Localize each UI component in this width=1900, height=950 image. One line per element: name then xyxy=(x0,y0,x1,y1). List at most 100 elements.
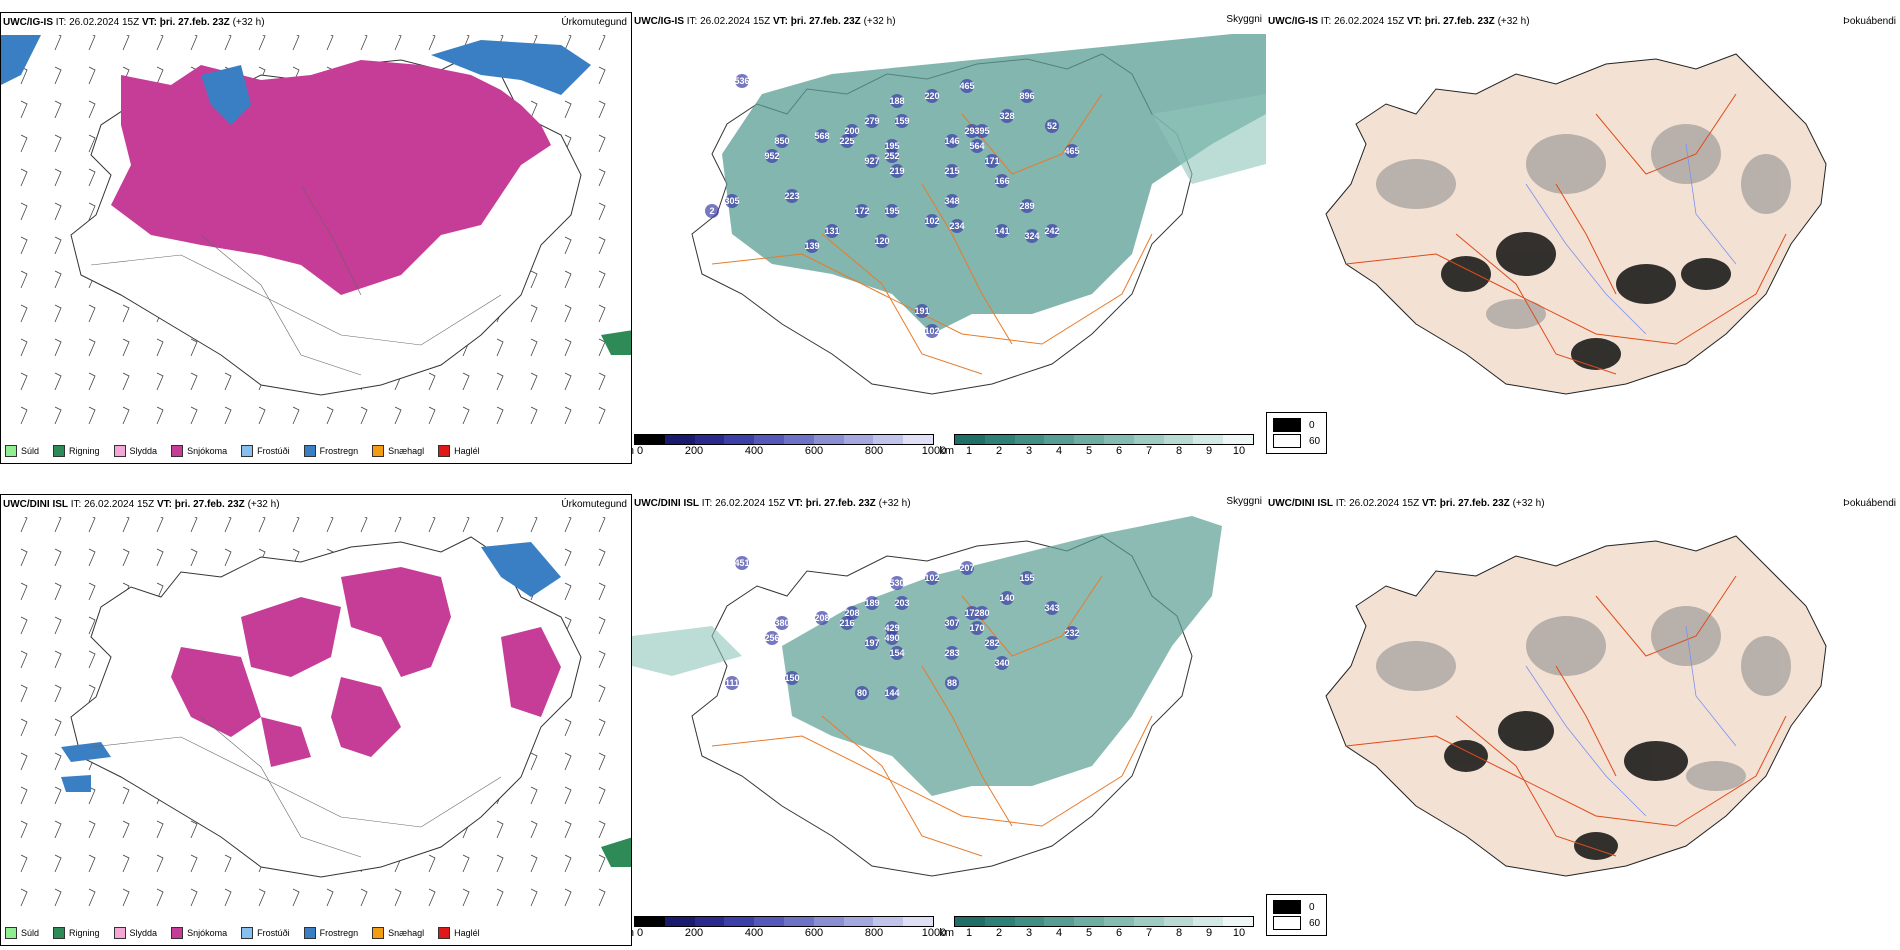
wind-barb xyxy=(190,820,198,839)
cloud-base-cell xyxy=(1045,224,1059,238)
cloud-base-cell xyxy=(995,174,1009,188)
wind-barb xyxy=(20,888,28,907)
cloud-base-cell xyxy=(945,616,959,630)
cloud-base-cell xyxy=(885,204,899,218)
cloud-base-cell xyxy=(965,124,979,138)
cloud-base-cell xyxy=(965,606,979,620)
cloud-base-label: 283 xyxy=(944,648,959,658)
wind-barb xyxy=(530,517,538,533)
cloud-base-label: 280 xyxy=(974,608,989,618)
cloud-base-cell xyxy=(925,214,939,228)
wind-barb xyxy=(20,548,28,567)
colorbar-tick: 2 xyxy=(995,927,1003,939)
cloud-base-cell xyxy=(725,194,739,208)
cloud-base-label: 380 xyxy=(774,618,789,628)
low-visibility-area xyxy=(722,34,1266,334)
cloud-base-label: 140 xyxy=(999,593,1014,603)
cloud-base-cell xyxy=(815,129,829,143)
cloud-base-cell xyxy=(855,686,869,700)
wind-barb xyxy=(326,406,334,425)
legend-label: Haglél xyxy=(454,928,480,938)
cloud-base-cell xyxy=(960,79,974,93)
cloud-base-label: 131 xyxy=(824,226,839,236)
wind-barb xyxy=(54,270,62,289)
cloud-base-label: 139 xyxy=(804,241,819,251)
wind-barb xyxy=(54,548,62,567)
wind-barb xyxy=(20,134,28,153)
colorbar-tick: 6 xyxy=(1115,445,1123,457)
wind-barb xyxy=(428,888,436,907)
cloud-base-cell xyxy=(765,149,779,163)
colorbar-tick: 10 xyxy=(1232,927,1246,939)
wind-barb xyxy=(496,854,504,873)
wind-barb xyxy=(530,752,538,771)
fog-legend-value: 0 xyxy=(1309,419,1315,431)
cloud-base-cell xyxy=(985,636,999,650)
cloud-base-label: 927 xyxy=(864,156,879,166)
wind-barb xyxy=(54,718,62,737)
cloud-base-label: 171 xyxy=(984,156,999,166)
wind-barb xyxy=(564,752,572,771)
wind-barb xyxy=(496,406,504,425)
wind-barb xyxy=(156,854,164,873)
colorbar-tick: 3 xyxy=(1025,445,1033,457)
legend-item: Snjókoma xyxy=(171,927,227,939)
cloud-base-scale xyxy=(634,916,934,927)
wind-barb xyxy=(20,854,28,873)
fog-grey-areas xyxy=(1376,124,1791,329)
colorbar-tick: 7 xyxy=(1145,445,1153,457)
wind-barb xyxy=(156,548,164,567)
legend-item: Frostregn xyxy=(303,445,358,457)
cloud-base-label: 429 xyxy=(884,623,899,633)
cloud-base-label: 146 xyxy=(944,136,959,146)
wind-barb xyxy=(564,270,572,289)
cloud-base-label: 256 xyxy=(764,633,779,643)
colorbar-tick: 1000 xyxy=(921,445,947,457)
fog-swatch-light xyxy=(1273,434,1301,448)
colorbar-unit: m xyxy=(632,927,634,939)
wind-barb xyxy=(20,270,28,289)
iceland-outline xyxy=(1325,535,1827,877)
wind-barb xyxy=(54,888,62,907)
fog-panel-row1: UWC/IG-IS IT: 26.02.2024 15Z VT: þri. 27… xyxy=(1266,12,1900,464)
fog-swatch-light xyxy=(1273,916,1301,930)
cloud-base-cell xyxy=(890,94,904,108)
wind-barb xyxy=(20,304,28,323)
wind-barb xyxy=(190,854,198,873)
wind-barb xyxy=(88,304,96,323)
cloud-base-label: 208 xyxy=(814,613,829,623)
precip-panel-row1: UWC/IG-IS IT: 26.02.2024 15Z VT: þri. 27… xyxy=(0,12,632,464)
wind-barb xyxy=(20,517,28,533)
cloud-base-labels: 536 850 952 568 225 279 159 195 188 220 465 896 328 2… xyxy=(705,74,1080,338)
cloud-base-label: 952 xyxy=(764,151,779,161)
wind-barb xyxy=(292,888,300,907)
cloud-base-label: 219 xyxy=(889,166,904,176)
wind-barb xyxy=(598,888,606,907)
wind-barb xyxy=(360,406,368,425)
cloud-base-label: 166 xyxy=(994,176,1009,186)
cloud-base-cell xyxy=(995,656,1009,670)
legend-item: Snjókoma xyxy=(171,445,227,457)
panel-header: UWC/IG-IS IT: 26.02.2024 15Z VT: þri. 27… xyxy=(1268,16,1530,27)
wind-barb xyxy=(54,202,62,221)
cloud-base-cell xyxy=(865,154,879,168)
colorbar-tick: 10 xyxy=(1232,445,1246,457)
freezing-rain-area xyxy=(481,542,561,597)
wind-barb xyxy=(462,406,470,425)
colorbar-tick: 200 xyxy=(684,927,704,939)
wind-barb xyxy=(564,35,572,51)
wind-barb xyxy=(598,854,606,873)
fog-grey-areas xyxy=(1376,606,1791,791)
colorbar-tick: 2 xyxy=(995,445,1003,457)
wind-barb xyxy=(88,168,96,187)
wind-barb xyxy=(530,100,538,119)
cloud-base-label: 896 xyxy=(1019,91,1034,101)
cloud-base-label: 155 xyxy=(1019,573,1034,583)
fog-swatch-dark xyxy=(1273,418,1301,432)
visibility-panel-row2: UWC/DINI ISL IT: 26.02.2024 15Z VT: þri.… xyxy=(632,494,1266,946)
wind-barb xyxy=(88,372,96,391)
colorbar-tick: 9 xyxy=(1205,445,1213,457)
wind-barb xyxy=(326,888,334,907)
wind-barb xyxy=(88,854,96,873)
